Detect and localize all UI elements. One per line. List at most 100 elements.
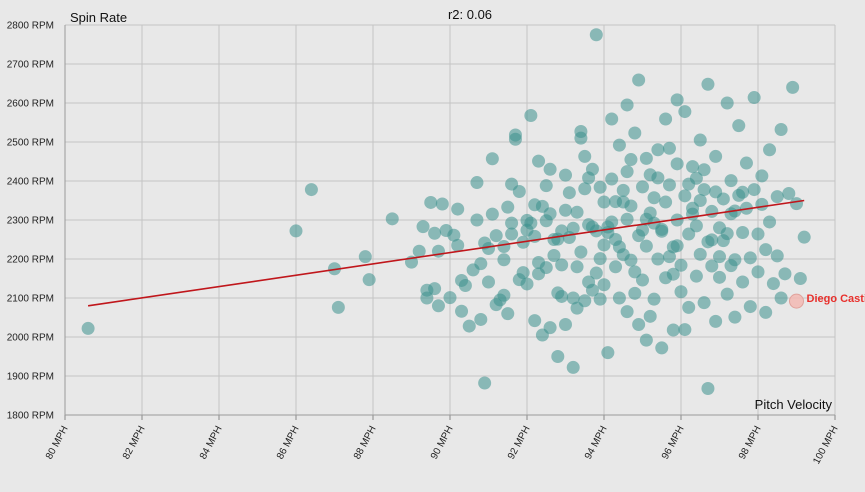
data-point <box>632 73 646 87</box>
data-point <box>497 253 511 267</box>
data-point <box>732 119 746 133</box>
data-point <box>747 183 761 197</box>
data-point <box>693 133 707 147</box>
data-point <box>532 154 546 168</box>
data-point <box>720 287 734 301</box>
data-point <box>678 105 692 119</box>
data-point <box>539 179 553 193</box>
data-point <box>778 267 792 281</box>
chart-title: r2: 0.06 <box>448 7 492 22</box>
data-point <box>628 265 642 279</box>
data-point <box>678 323 692 337</box>
data-point <box>559 203 572 217</box>
data-point <box>593 252 607 266</box>
data-point <box>728 310 742 324</box>
data-point <box>782 186 796 200</box>
data-point <box>736 225 750 239</box>
data-point <box>528 198 542 212</box>
data-point <box>759 243 773 257</box>
data-point <box>647 292 661 306</box>
data-point <box>470 213 484 227</box>
data-point <box>528 314 542 328</box>
data-point <box>416 220 430 234</box>
data-point <box>455 304 469 318</box>
data-point <box>559 318 572 332</box>
data-point <box>547 248 561 262</box>
data-point <box>412 244 426 258</box>
trendline <box>87 199 805 307</box>
data-point <box>601 220 615 234</box>
data-point <box>770 249 784 263</box>
x-tick-label: 80 MPH <box>44 424 71 461</box>
y-tick-label: 1900 RPM <box>7 372 54 383</box>
data-point <box>593 180 607 194</box>
data-point <box>562 186 576 200</box>
data-point <box>566 360 580 374</box>
y-tick-label: 2300 RPM <box>7 216 54 227</box>
data-point <box>585 220 599 234</box>
y-tick-label: 2600 RPM <box>7 99 54 110</box>
y-axis-title: Spin Rate <box>70 10 127 25</box>
data-point <box>674 285 688 299</box>
data-point <box>755 197 769 211</box>
data-point <box>632 318 646 332</box>
data-point <box>639 333 653 347</box>
data-point <box>651 252 665 266</box>
data-point <box>574 245 588 259</box>
data-point <box>520 213 534 227</box>
data-point <box>774 291 788 305</box>
data-point <box>751 227 765 241</box>
data-point <box>743 251 757 265</box>
data-point <box>743 300 757 314</box>
data-point <box>736 185 750 199</box>
data-point <box>593 292 607 306</box>
data-point <box>555 289 569 303</box>
data-point <box>693 247 707 261</box>
data-point <box>678 189 692 203</box>
data-point <box>759 305 773 319</box>
data-point <box>574 124 588 138</box>
data-point <box>705 259 719 273</box>
data-point <box>589 266 603 280</box>
y-tick-label: 2000 RPM <box>7 333 54 344</box>
data-point <box>720 227 734 241</box>
y-tick-label: 1800 RPM <box>7 411 54 422</box>
y-tick-label: 2700 RPM <box>7 60 54 71</box>
data-point <box>597 195 611 209</box>
data-point <box>543 207 557 221</box>
data-point <box>447 228 461 242</box>
data-point <box>682 227 696 241</box>
data-point <box>543 321 557 335</box>
data-point <box>693 194 707 207</box>
data-point <box>570 205 584 219</box>
data-point <box>497 288 511 302</box>
data-point <box>697 183 711 197</box>
data-point <box>605 172 619 186</box>
x-tick-label: 92 MPH <box>506 424 533 461</box>
data-point <box>701 381 715 395</box>
data-point <box>451 238 465 252</box>
data-point <box>435 197 449 211</box>
y-axis-ticks: 1800 RPM 1900 RPM 2000 RPM 2100 RPM 2200 RPM… <box>7 21 54 422</box>
data-point <box>709 185 723 199</box>
data-point <box>609 260 623 274</box>
data-point <box>566 291 580 305</box>
data-point <box>739 156 753 170</box>
data-point <box>559 168 572 182</box>
data-point <box>670 157 684 171</box>
x-tick-label: 90 MPH <box>429 424 456 461</box>
data-point <box>616 195 630 209</box>
data-point <box>724 259 738 273</box>
x-tick-label: 96 MPH <box>660 424 687 461</box>
data-point <box>797 230 811 244</box>
data-point <box>670 93 684 107</box>
y-tick-label: 2400 RPM <box>7 177 54 188</box>
data-point <box>458 279 472 293</box>
x-axis-title: Pitch Velocity <box>755 397 833 412</box>
data-point <box>428 226 442 240</box>
data-point <box>512 273 526 287</box>
data-point <box>790 197 803 211</box>
data-point <box>793 272 807 285</box>
data-point <box>662 250 676 264</box>
data-point <box>482 275 495 289</box>
